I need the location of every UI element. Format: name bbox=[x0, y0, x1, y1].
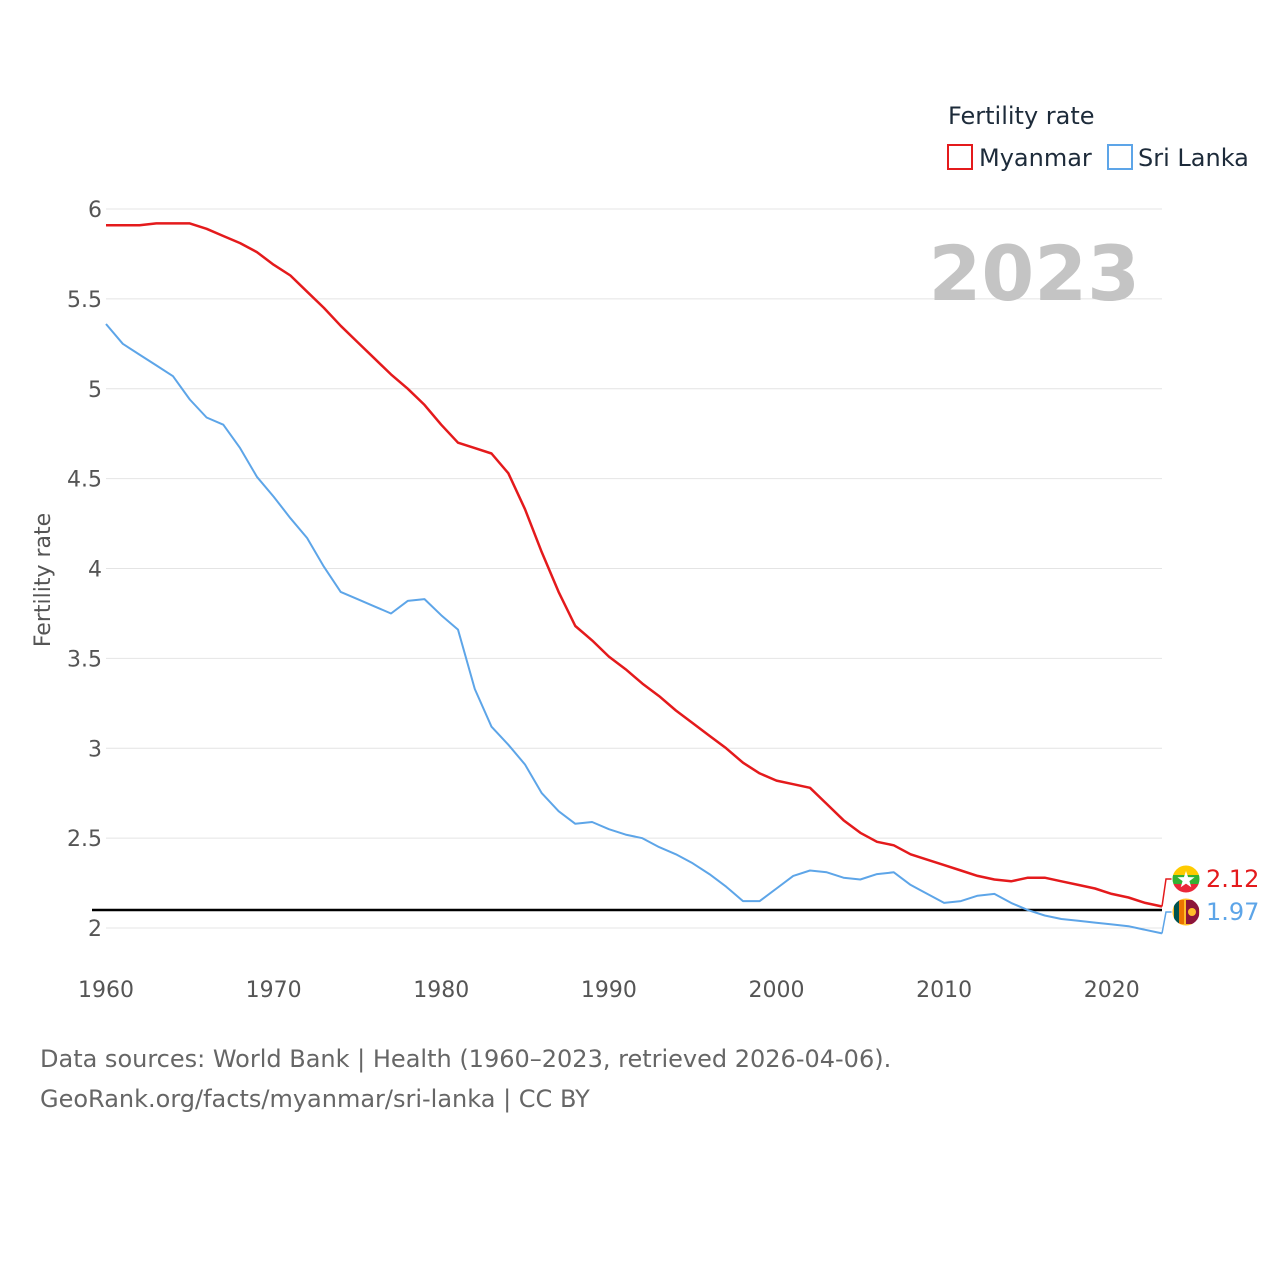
x-tick-label: 2000 bbox=[748, 978, 804, 1003]
end-connector-myanmar bbox=[1161, 878, 1174, 907]
end-labels: 2.12 1.97 bbox=[1161, 864, 1259, 934]
sri-lanka-flag-icon bbox=[1171, 897, 1201, 927]
legend-item-myanmar[interactable]: Myanmar bbox=[947, 144, 1092, 172]
y-tick-label: 2 bbox=[88, 917, 102, 942]
legend-title: Fertility rate bbox=[948, 102, 1095, 130]
series-line-sri-lanka[interactable] bbox=[105, 323, 1163, 935]
y-tick-label: 6 bbox=[88, 198, 102, 223]
x-tick-label: 2010 bbox=[916, 978, 972, 1003]
y-tick-label: 4.5 bbox=[67, 468, 102, 493]
legend-swatch-myanmar bbox=[947, 144, 973, 170]
y-tick-label: 5.5 bbox=[67, 288, 102, 313]
legend-swatch-sri-lanka bbox=[1107, 144, 1133, 170]
legend-label-myanmar: Myanmar bbox=[979, 144, 1092, 172]
x-tick-label: 1990 bbox=[581, 978, 637, 1003]
y-tick-label: 5 bbox=[88, 378, 102, 403]
y-tick-label: 2.5 bbox=[67, 827, 102, 852]
myanmar-flag-icon bbox=[1171, 864, 1201, 894]
end-connector-sri-lanka bbox=[1161, 911, 1174, 934]
legend-item-sri-lanka[interactable]: Sri Lanka bbox=[1107, 144, 1249, 172]
x-tick-label: 1980 bbox=[413, 978, 469, 1003]
y-tick-label: 3 bbox=[88, 737, 102, 762]
x-axis-ticks: 1960 1970 1980 1990 2000 2010 2020 bbox=[78, 978, 1140, 1003]
series-lines bbox=[105, 222, 1163, 935]
y-tick-label: 4 bbox=[88, 558, 102, 583]
legend-label-sri-lanka: Sri Lanka bbox=[1138, 144, 1249, 172]
y-axis-ticks: 2 2.5 3 3.5 4 4.5 5 5.5 6 bbox=[67, 198, 102, 942]
x-tick-label: 1970 bbox=[246, 978, 302, 1003]
grid-lines bbox=[106, 208, 1162, 929]
legend: Fertility rate Myanmar Sri Lanka bbox=[947, 102, 1249, 172]
footer-attribution: GeoRank.org/facts/myanmar/sri-lanka | CC… bbox=[40, 1085, 590, 1113]
series-line-myanmar[interactable] bbox=[106, 222, 1163, 908]
y-tick-label: 3.5 bbox=[67, 647, 102, 672]
footer-sources: Data sources: World Bank | Health (1960–… bbox=[40, 1045, 892, 1073]
end-value-myanmar: 2.12 bbox=[1206, 865, 1259, 893]
end-value-sri-lanka: 1.97 bbox=[1206, 898, 1259, 926]
x-tick-label: 2020 bbox=[1084, 978, 1140, 1003]
x-tick-label: 1960 bbox=[78, 978, 134, 1003]
current-year-watermark: 2023 bbox=[928, 229, 1140, 318]
y-axis-label: Fertility rate bbox=[31, 513, 56, 647]
